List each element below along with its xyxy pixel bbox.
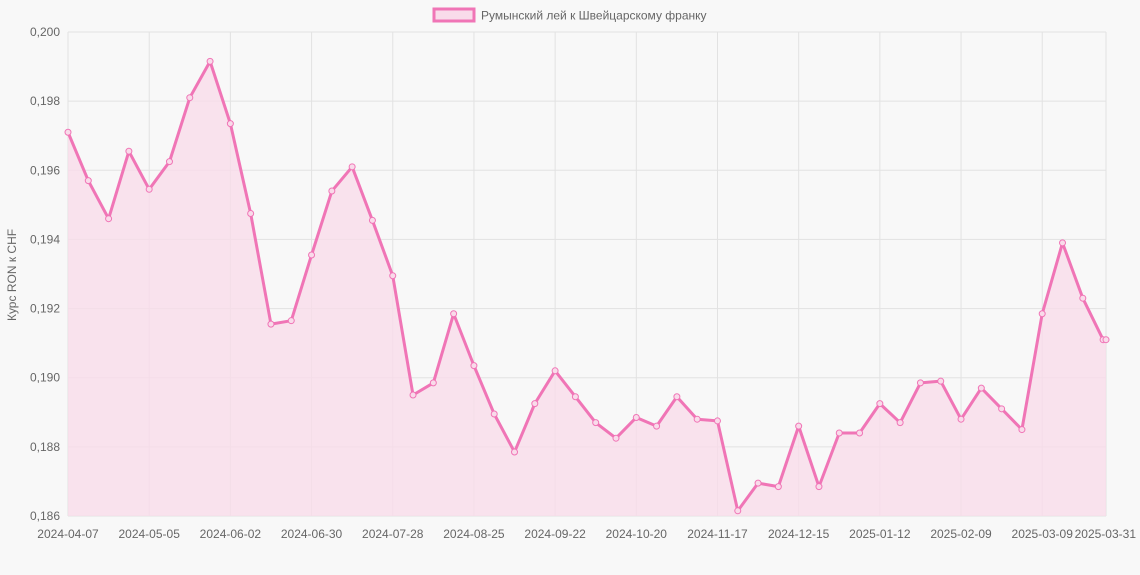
data-point[interactable] xyxy=(977,384,985,392)
x-axis-ticks: 2024-04-07 2024-05-05 2024-06-02 2024-06-30… xyxy=(37,527,1136,541)
y-tick-label: 0,198 xyxy=(30,94,60,108)
data-point[interactable] xyxy=(916,379,924,387)
data-point[interactable] xyxy=(1059,239,1067,247)
y-tick-label: 0,190 xyxy=(30,371,60,385)
y-tick-label: 0,192 xyxy=(30,302,60,316)
data-point[interactable] xyxy=(1102,336,1110,344)
x-tick-label: 2025-03-31 xyxy=(1075,527,1137,541)
y-tick-label: 0,188 xyxy=(30,440,60,454)
x-tick-label: 2025-03-09 xyxy=(1012,527,1074,541)
x-tick-label: 2024-07-28 xyxy=(362,527,424,541)
y-tick-label: 0,196 xyxy=(30,163,60,177)
data-point[interactable] xyxy=(673,393,681,401)
data-point[interactable] xyxy=(105,215,113,223)
data-point[interactable] xyxy=(267,320,275,328)
x-tick-label: 2024-05-05 xyxy=(118,527,180,541)
data-point[interactable] xyxy=(450,310,458,318)
data-point[interactable] xyxy=(713,417,721,425)
x-tick-label: 2024-04-07 xyxy=(37,527,99,541)
data-point[interactable] xyxy=(328,187,336,195)
data-point[interactable] xyxy=(145,185,153,193)
data-point[interactable] xyxy=(1079,294,1087,302)
y-tick-label: 0,194 xyxy=(30,232,60,246)
data-point[interactable] xyxy=(876,400,884,408)
x-tick-label: 2024-06-30 xyxy=(281,527,343,541)
x-tick-label: 2024-11-17 xyxy=(687,527,748,541)
x-tick-label: 2025-01-12 xyxy=(849,527,911,541)
data-point[interactable] xyxy=(774,483,782,491)
data-point[interactable] xyxy=(957,415,965,423)
data-point[interactable] xyxy=(754,479,762,487)
data-point[interactable] xyxy=(511,448,519,456)
y-tick-label: 0,200 xyxy=(30,25,60,39)
legend-swatch xyxy=(432,7,476,23)
data-point[interactable] xyxy=(226,120,234,128)
data-point[interactable] xyxy=(1018,426,1026,434)
data-point[interactable] xyxy=(1038,310,1046,318)
area-layer xyxy=(66,59,1106,516)
data-point[interactable] xyxy=(856,429,864,437)
legend-label: Румынский лей к Швейцарскому франку xyxy=(481,9,707,23)
data-point[interactable] xyxy=(551,367,559,375)
data-point[interactable] xyxy=(287,317,295,325)
x-tick-label: 2024-09-22 xyxy=(524,527,586,541)
data-point[interactable] xyxy=(531,400,539,408)
data-point[interactable] xyxy=(247,210,255,217)
x-tick-label: 2024-10-20 xyxy=(606,527,668,541)
legend[interactable]: Румынский лей к Швейцарскому франку xyxy=(432,7,707,23)
data-point[interactable] xyxy=(835,429,843,437)
data-point[interactable] xyxy=(592,419,600,427)
x-tick-label: 2024-08-25 xyxy=(443,527,505,541)
data-point[interactable] xyxy=(125,147,133,155)
data-point[interactable] xyxy=(84,177,92,185)
y-axis-label: Курс RON к CHF xyxy=(5,229,19,321)
data-point[interactable] xyxy=(389,272,397,280)
data-point[interactable] xyxy=(165,158,173,166)
x-tick-label: 2025-02-09 xyxy=(930,527,992,541)
x-tick-label: 2024-06-02 xyxy=(200,527,262,541)
data-point[interactable] xyxy=(653,422,661,430)
data-point[interactable] xyxy=(632,413,640,421)
x-tick-label: 2024-12-15 xyxy=(768,527,830,541)
data-point[interactable] xyxy=(612,434,620,442)
data-point[interactable] xyxy=(64,128,72,136)
data-point[interactable] xyxy=(368,216,376,224)
data-point[interactable] xyxy=(409,391,417,399)
data-point[interactable] xyxy=(815,483,823,491)
data-point[interactable] xyxy=(308,251,316,259)
y-tick-label: 0,186 xyxy=(30,509,60,523)
data-point[interactable] xyxy=(206,57,214,65)
data-point[interactable] xyxy=(186,94,194,102)
data-point[interactable] xyxy=(896,419,904,427)
data-point[interactable] xyxy=(470,362,478,370)
data-point[interactable] xyxy=(490,410,498,418)
y-axis-ticks: 0,186 0,188 0,190 0,192 0,194 0,196 0,198 0,200 xyxy=(30,25,60,523)
data-point[interactable] xyxy=(998,405,1006,413)
data-point[interactable] xyxy=(937,377,945,385)
data-point[interactable] xyxy=(429,379,437,387)
data-point[interactable] xyxy=(348,163,356,171)
data-point[interactable] xyxy=(693,415,701,423)
data-point[interactable] xyxy=(795,422,803,430)
series-area-fill xyxy=(68,61,1106,516)
points-layer xyxy=(64,57,1110,515)
data-point[interactable] xyxy=(734,507,742,515)
data-point[interactable] xyxy=(571,393,579,401)
